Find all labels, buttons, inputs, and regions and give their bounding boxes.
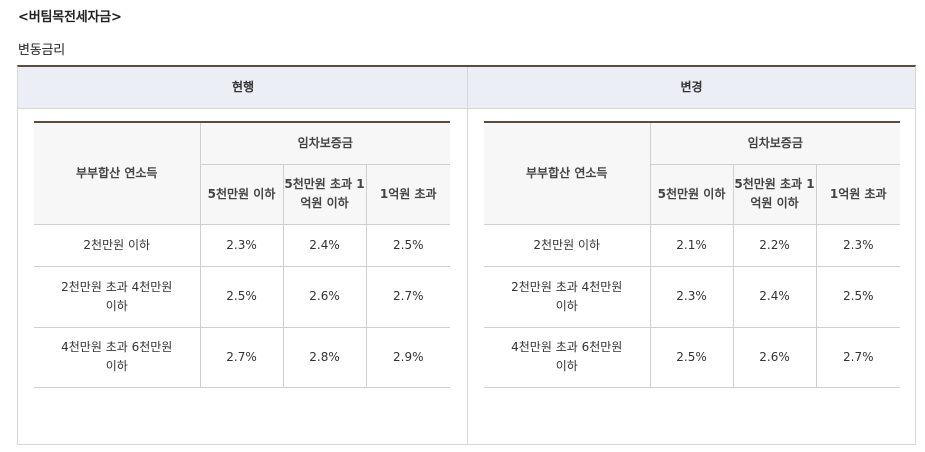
income-cell: 2천만원 초과 4천만원 이하 <box>484 265 651 328</box>
deposit-header: 임차보증금 <box>199 121 451 165</box>
deposit-range-header: 1억원 초과 <box>365 163 451 225</box>
rate-cell: 2.4% <box>732 265 817 328</box>
rate-cell: 2.3% <box>815 223 901 267</box>
deposit-range-header: 5천만원 이하 <box>650 163 734 225</box>
table-row: 2천만원 이하 2.1% 2.2% 2.3% <box>484 223 901 267</box>
table-row: 4천만원 초과 6천만원 이하 2.5% 2.6% 2.7% <box>484 326 901 388</box>
changed-rate-table: 부부합산 연소득 임차보증금 5천만원 이하 5천만원 초과 1억원 이하 1억… <box>484 121 901 388</box>
column-divider <box>467 67 468 444</box>
rate-cell: 2.6% <box>732 326 817 388</box>
rate-cell: 2.7% <box>365 265 451 328</box>
rate-cell: 2.2% <box>732 223 817 267</box>
section-subtitle: 변동금리 <box>18 43 66 58</box>
rate-cell: 2.6% <box>282 265 367 328</box>
rate-cell: 2.5% <box>815 265 901 328</box>
rate-cell: 2.7% <box>815 326 901 388</box>
rate-cell: 2.9% <box>365 326 451 388</box>
current-rate-table: 부부합산 연소득 임차보증금 5천만원 이하 5천만원 초과 1억원 이하 1억… <box>34 121 451 388</box>
deposit-range-header: 5천만원 이하 <box>200 163 284 225</box>
income-cell: 4천만원 초과 6천만원 이하 <box>484 326 651 388</box>
table-row: 4천만원 초과 6천만원 이하 2.7% 2.8% 2.9% <box>34 326 451 388</box>
rate-cell: 2.4% <box>282 223 367 267</box>
rate-cell: 2.8% <box>282 326 367 388</box>
deposit-header: 임차보증금 <box>649 121 901 165</box>
table-row: 2천만원 초과 4천만원 이하 2.5% 2.6% 2.7% <box>34 265 451 328</box>
deposit-range-header: 5천만원 초과 1억원 이하 <box>732 163 817 225</box>
rate-cell: 2.7% <box>199 326 284 388</box>
rate-cell: 2.5% <box>649 326 734 388</box>
changed-column-header: 변경 <box>680 80 703 94</box>
income-header: 부부합산 연소득 <box>34 121 201 225</box>
income-header: 부부합산 연소득 <box>484 121 651 225</box>
rate-cell: 2.5% <box>199 265 284 328</box>
rate-cell: 2.3% <box>199 223 284 267</box>
table-row: 2천만원 초과 4천만원 이하 2.3% 2.4% 2.5% <box>484 265 901 328</box>
page-title: <버팀목전세자금> <box>18 10 122 25</box>
comparison-panel: 현행 변경 부부합산 연소득 임차보증금 5천만원 이하 5천만원 초과 1억원… <box>17 65 916 445</box>
comparison-header: 현행 변경 <box>18 67 915 109</box>
rate-cell: 2.3% <box>649 265 734 328</box>
income-cell: 2천만원 이하 <box>484 223 651 267</box>
income-cell: 4천만원 초과 6천만원 이하 <box>34 326 201 388</box>
current-column-header: 현행 <box>231 80 255 94</box>
rate-cell: 2.1% <box>649 223 734 267</box>
income-cell: 2천만원 초과 4천만원 이하 <box>34 265 201 328</box>
deposit-range-header: 1억원 초과 <box>815 163 901 225</box>
table-row: 2천만원 이하 2.3% 2.4% 2.5% <box>34 223 451 267</box>
income-cell: 2천만원 이하 <box>34 223 201 267</box>
deposit-range-header: 5천만원 초과 1억원 이하 <box>282 163 367 225</box>
rate-cell: 2.5% <box>365 223 451 267</box>
